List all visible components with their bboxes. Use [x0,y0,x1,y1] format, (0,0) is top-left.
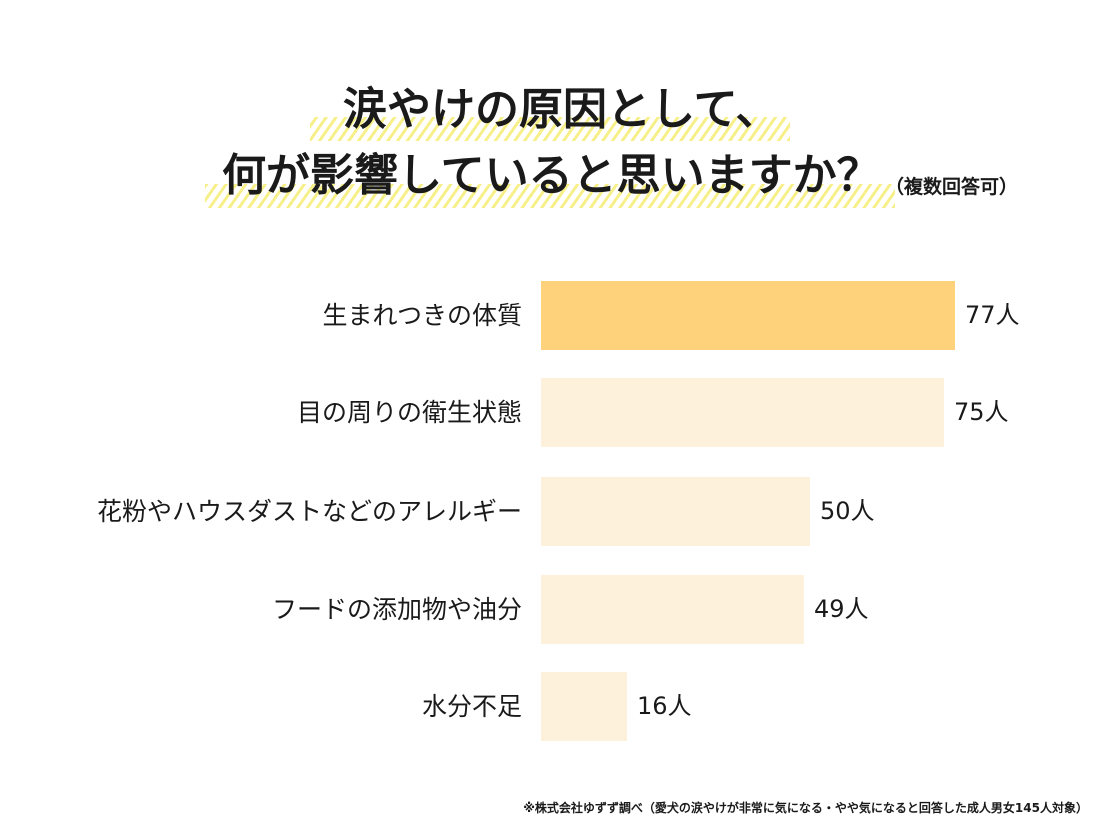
title-hatch-2 [205,184,895,208]
bar [541,378,944,447]
bar-label: フードの添加物や油分 [271,595,522,624]
title-hatch-1 [310,117,790,141]
bar-value-label: 75人 [954,398,1009,426]
bar-value-label: 50人 [820,497,875,525]
bar-value-label: 77人 [965,301,1020,329]
bar-label: 水分不足 [421,692,522,721]
chart-title-line-1: 涙やけの原因として、 [343,84,780,135]
bar [541,477,810,546]
chart-title-line-2: 何が影響していると思いますか？ [222,150,881,201]
source-footnote: ※株式会社ゆずず調べ（愛犬の涙やけが非常に気になる・やや気になると回答した成人男… [523,801,1088,815]
bar [541,672,627,741]
bar [541,281,955,350]
bar-label: 花粉やハウスダストなどのアレルギー [96,497,522,526]
bar-label: 生まれつきの体質 [322,301,522,330]
bar-label: 目の周りの衛生状態 [296,398,522,427]
bar-value-label: 16人 [637,692,692,720]
multiple-answer-note: （複数回答可） [885,176,1019,198]
bar-value-label: 49人 [814,595,869,623]
bar [541,575,804,644]
